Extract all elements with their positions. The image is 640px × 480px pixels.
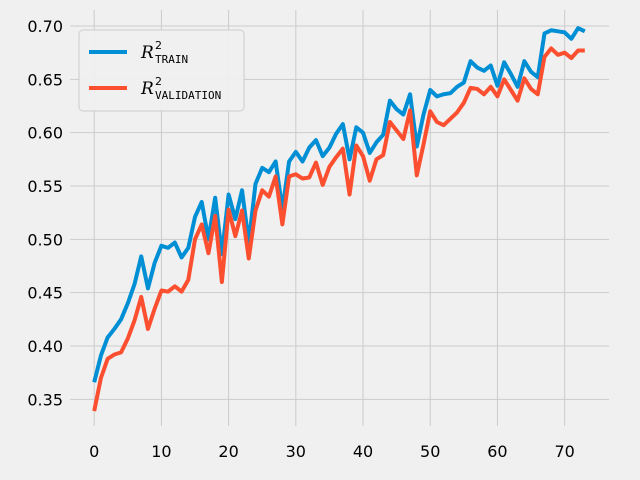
x-tick-label: 70 — [554, 442, 574, 461]
series-layer — [92, 26, 586, 412]
y-tick-label: 0.45 — [27, 284, 63, 303]
series-line-train — [92, 26, 586, 383]
y-tick-label: 0.50 — [27, 230, 63, 249]
legend-train-sub: TRAIN — [155, 53, 188, 66]
x-tick-label: 20 — [218, 442, 238, 461]
y-tick-label: 0.70 — [27, 17, 63, 36]
x-tick-label: 30 — [286, 442, 306, 461]
y-tick-label: 0.55 — [27, 177, 63, 196]
x-tick-label: 10 — [151, 442, 171, 461]
x-axis-ticks: 0 10 20 30 40 50 60 70 — [89, 442, 575, 461]
legend-validation-sub: VALIDATION — [155, 89, 221, 102]
y-tick-label: 0.35 — [27, 390, 63, 409]
y-axis-ticks: 0.35 0.40 0.45 0.50 0.55 0.60 0.65 0.70 — [27, 17, 63, 409]
legend-train-main: R — [140, 43, 154, 63]
y-tick-label: 0.65 — [27, 70, 63, 89]
x-tick-label: 0 — [89, 442, 99, 461]
x-tick-label: 60 — [487, 442, 507, 461]
legend-label-validation: R — [140, 79, 154, 99]
legend: R 2 TRAIN R 2 VALIDATION — [78, 29, 245, 112]
legend-label-train: R — [140, 43, 154, 63]
legend-validation-sup: 2 — [155, 75, 162, 88]
x-tick-label: 50 — [420, 442, 440, 461]
x-tick-label: 40 — [353, 442, 373, 461]
y-tick-label: 0.40 — [27, 337, 63, 356]
y-tick-label: 0.60 — [27, 124, 63, 143]
legend-train-sup: 2 — [155, 39, 162, 52]
legend-validation-main: R — [140, 79, 154, 99]
series-line-validation — [92, 46, 585, 412]
